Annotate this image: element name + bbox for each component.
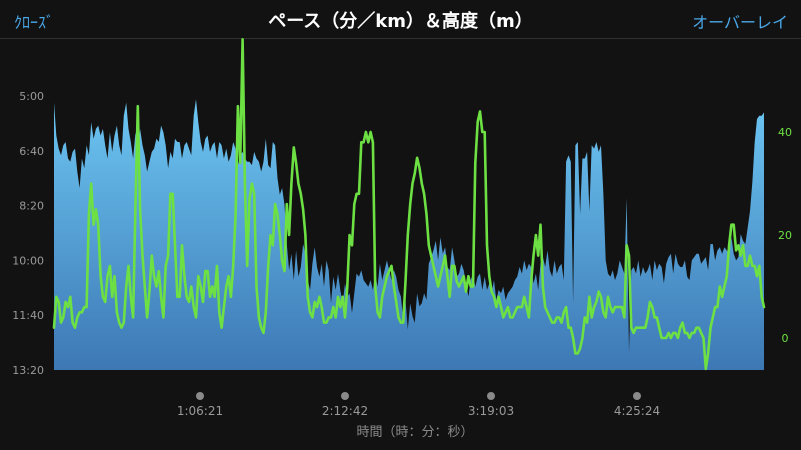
x-axis-tick-label: 1:06:21 <box>177 404 223 418</box>
x-axis-tick-label: 2:12:42 <box>322 404 368 418</box>
x-axis-tick-dot <box>633 392 641 400</box>
x-axis-tick-label: 3:19:03 <box>468 404 514 418</box>
pace-area-series <box>54 99 764 371</box>
left-axis-tick-label: 8:20 <box>19 200 44 213</box>
x-axis-tick-label: 4:25:24 <box>614 404 660 418</box>
x-axis-tick-dot <box>341 392 349 400</box>
left-axis-tick-label: 10:00 <box>12 254 44 267</box>
left-axis-tick-label: 5:00 <box>19 90 44 103</box>
elevation-line-series <box>52 37 766 371</box>
left-axis-ticks: 5:00 6:40 8:20 10:00 11:40 13:20 <box>12 90 44 377</box>
right-axis-ticks: 40 20 0 <box>778 126 792 345</box>
close-button[interactable]: ｸﾛｰｽﾞ <box>14 13 55 32</box>
right-axis-tick-label: 20 <box>778 229 792 242</box>
x-axis-tick-dot <box>487 392 495 400</box>
left-axis-tick-label: 11:40 <box>12 309 44 322</box>
left-axis-tick-label: 13:20 <box>12 364 44 377</box>
right-axis-tick-label: 40 <box>778 126 792 139</box>
right-axis-tick-label: 0 <box>782 332 789 345</box>
x-axis-ticks: 1:06:21 2:12:42 3:19:03 4:25:24 <box>177 392 660 418</box>
overlay-button[interactable]: オーバーレイ <box>692 13 788 32</box>
x-axis-label: 時間（時：分：秒） <box>356 425 473 440</box>
left-axis-tick-label: 6:40 <box>19 145 44 158</box>
x-axis-tick-dot <box>196 392 204 400</box>
